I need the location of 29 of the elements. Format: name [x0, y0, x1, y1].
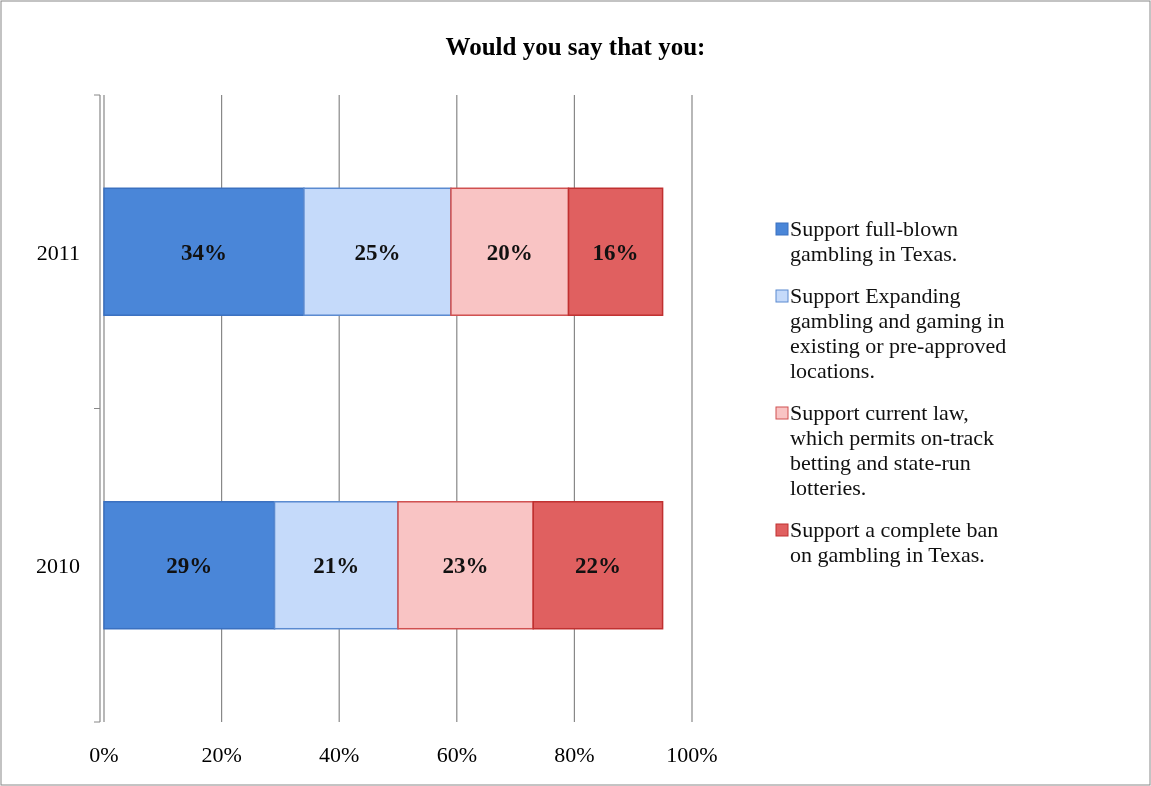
x-tick-label: 40%	[319, 742, 360, 767]
bar	[103, 501, 276, 630]
data-label: 34%	[180, 239, 227, 265]
data-label: 22%	[574, 553, 621, 579]
legend-label: Support full-blown gambling in Texas.	[790, 216, 959, 266]
bar	[567, 187, 664, 316]
y-tick-label: 2010	[36, 553, 80, 579]
data-label: 25%	[354, 239, 401, 265]
x-tick-label: 20%	[201, 742, 242, 767]
y-tick-label: 2011	[36, 239, 80, 265]
legend-label: Support Expanding gambling and gaming in existing or pre-approved locations.	[790, 283, 1007, 383]
bar	[303, 187, 452, 316]
x-tick-label: 80%	[554, 742, 595, 767]
data-label: 20%	[486, 239, 533, 265]
x-tick-label: 0%	[89, 742, 119, 767]
data-label: 23%	[442, 553, 489, 579]
legend-label: Support a complete ban on gambling in Texas.	[790, 517, 999, 567]
x-tick-label: 100%	[666, 742, 718, 767]
data-label: 29%	[166, 553, 213, 579]
x-tick-label: 60%	[436, 742, 477, 767]
bar	[532, 501, 664, 630]
data-label: 21%	[313, 553, 360, 579]
bar	[273, 501, 399, 630]
chart-title: Would you say that you:	[445, 33, 706, 60]
bar	[450, 187, 570, 316]
legend-label: Support current law, which permits on-track betting and state-run lotteries.	[790, 400, 995, 500]
data-label: 16%	[592, 239, 639, 265]
bar	[397, 501, 534, 630]
bar	[103, 187, 305, 316]
